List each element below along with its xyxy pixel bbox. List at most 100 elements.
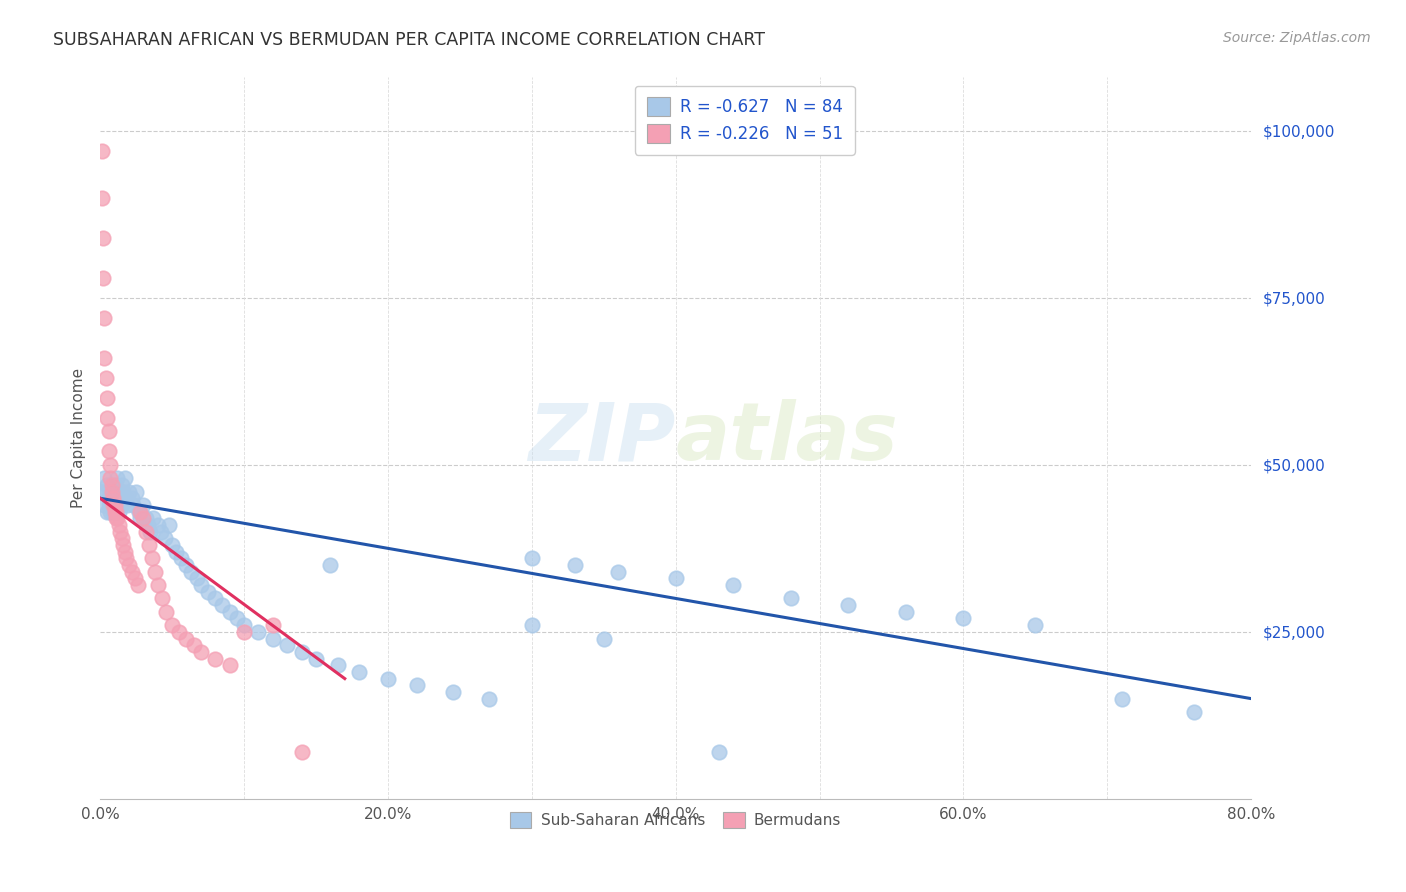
Point: [150, 591, 173, 606]
Point: [564, 558, 586, 572]
Point: [837, 598, 859, 612]
Point: [1111, 691, 1133, 706]
Point: [204, 651, 226, 665]
Point: [93, 471, 115, 485]
Point: [91, 270, 114, 285]
Point: [478, 691, 501, 706]
Point: [952, 611, 974, 625]
Point: [276, 638, 298, 652]
Point: [91, 484, 114, 499]
Point: [97, 425, 120, 439]
Point: [97, 491, 120, 506]
Text: SUBSAHARAN AFRICAN VS BERMUDAN PER CAPITA INCOME CORRELATION CHART: SUBSAHARAN AFRICAN VS BERMUDAN PER CAPIT…: [53, 31, 765, 49]
Point: [90, 144, 112, 158]
Point: [118, 558, 141, 572]
Point: [121, 491, 143, 506]
Y-axis label: Per Capita Income: Per Capita Income: [72, 368, 86, 508]
Point: [96, 478, 118, 492]
Point: [98, 458, 121, 472]
Point: [103, 498, 125, 512]
Point: [607, 565, 630, 579]
Point: [105, 471, 128, 485]
Point: [103, 505, 125, 519]
Point: [262, 618, 284, 632]
Point: [405, 678, 427, 692]
Point: [100, 484, 122, 499]
Point: [93, 498, 115, 512]
Point: [142, 511, 165, 525]
Point: [169, 624, 191, 639]
Point: [112, 484, 135, 499]
Point: [347, 665, 370, 679]
Point: [101, 505, 124, 519]
Point: [93, 351, 115, 365]
Point: [233, 624, 256, 639]
Point: [441, 685, 464, 699]
Point: [105, 511, 128, 525]
Point: [108, 505, 131, 519]
Point: [665, 571, 688, 585]
Point: [125, 484, 148, 499]
Point: [94, 371, 117, 385]
Point: [128, 505, 150, 519]
Point: [197, 584, 219, 599]
Point: [112, 538, 135, 552]
Point: [110, 491, 132, 506]
Point: [101, 491, 124, 506]
Point: [218, 658, 240, 673]
Point: [122, 498, 145, 512]
Point: [218, 605, 240, 619]
Point: [135, 511, 157, 525]
Point: [93, 310, 115, 325]
Point: [211, 598, 233, 612]
Point: [290, 745, 312, 759]
Point: [124, 571, 146, 585]
Point: [139, 524, 162, 539]
Point: [225, 611, 247, 625]
Point: [707, 745, 730, 759]
Point: [305, 651, 328, 665]
Point: [894, 605, 917, 619]
Text: ZIP: ZIP: [529, 399, 676, 477]
Point: [111, 498, 134, 512]
Point: [115, 491, 138, 506]
Text: Source: ZipAtlas.com: Source: ZipAtlas.com: [1223, 31, 1371, 45]
Point: [96, 391, 118, 405]
Point: [186, 571, 208, 585]
Point: [100, 478, 122, 492]
Point: [136, 518, 159, 533]
Point: [183, 638, 205, 652]
Point: [98, 484, 121, 499]
Point: [377, 672, 399, 686]
Point: [100, 491, 122, 506]
Point: [180, 565, 202, 579]
Point: [96, 411, 118, 425]
Point: [262, 632, 284, 646]
Point: [132, 511, 155, 525]
Point: [98, 471, 121, 485]
Point: [204, 591, 226, 606]
Point: [233, 618, 256, 632]
Point: [98, 505, 121, 519]
Point: [100, 498, 122, 512]
Point: [176, 558, 198, 572]
Point: [108, 518, 131, 533]
Point: [1182, 705, 1205, 719]
Point: [1024, 618, 1046, 632]
Point: [127, 578, 149, 592]
Point: [108, 484, 131, 499]
Point: [104, 505, 127, 519]
Point: [129, 505, 152, 519]
Point: [143, 565, 166, 579]
Point: [176, 632, 198, 646]
Point: [103, 478, 125, 492]
Point: [779, 591, 801, 606]
Point: [90, 191, 112, 205]
Point: [190, 645, 212, 659]
Point: [592, 632, 614, 646]
Point: [114, 471, 136, 485]
Point: [104, 505, 127, 519]
Legend: Sub-Saharan Africans, Bermudans: Sub-Saharan Africans, Bermudans: [503, 805, 848, 835]
Point: [141, 551, 163, 566]
Point: [96, 505, 118, 519]
